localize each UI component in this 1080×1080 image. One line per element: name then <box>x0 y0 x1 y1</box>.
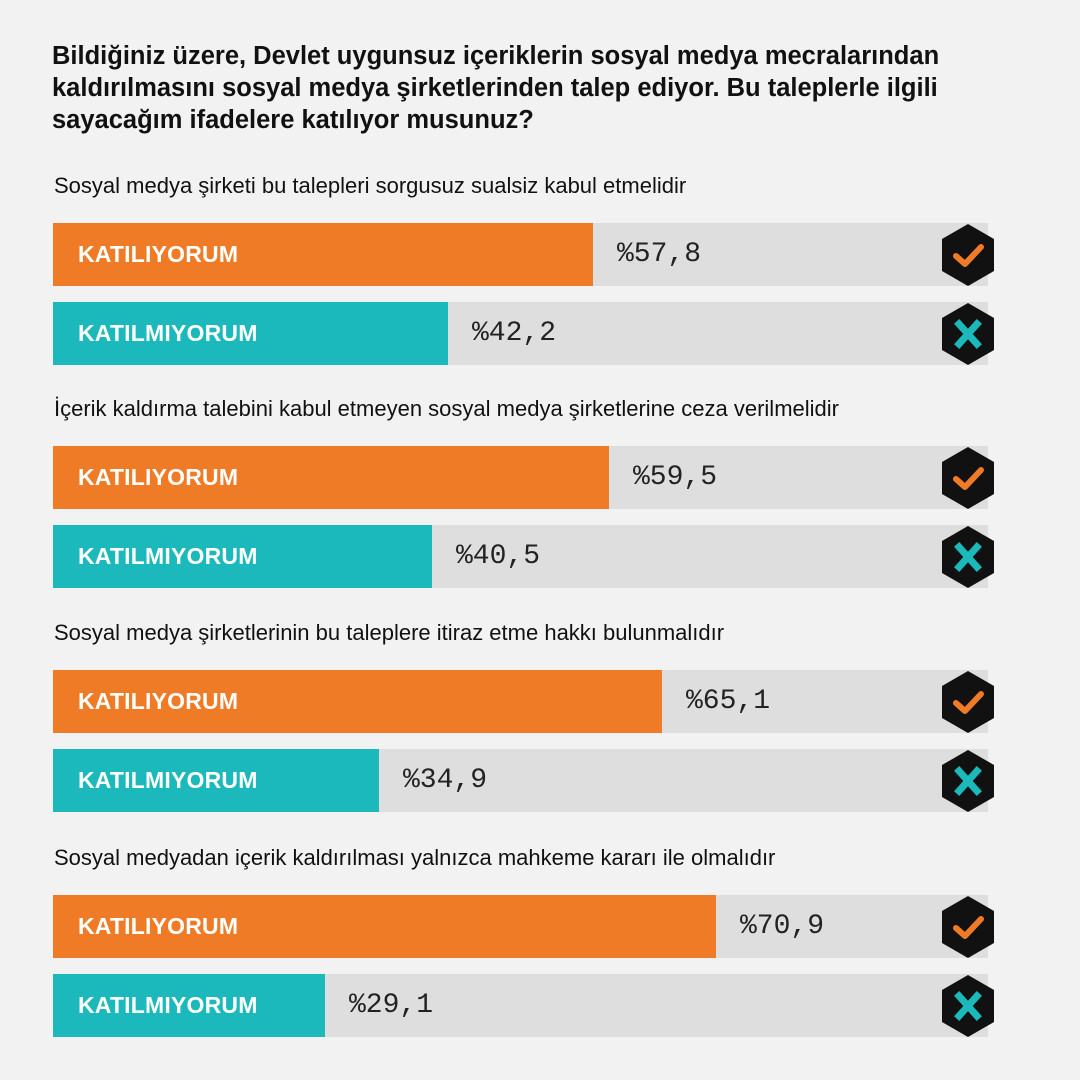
agree-bar-track: KATILIYORUM %65,1 <box>53 670 988 733</box>
check-badge <box>942 224 994 286</box>
percentage-label: %29,1 <box>349 990 434 1021</box>
bar-series-label: KATILIYORUM <box>78 241 239 267</box>
agree-bar: KATILIYORUM <box>53 446 609 509</box>
check-icon <box>953 467 984 490</box>
x-badge <box>942 975 994 1037</box>
x-badge <box>942 750 994 812</box>
bar-series-label: KATILMIYORUM <box>78 767 258 793</box>
percentage-label: %59,5 <box>633 462 718 493</box>
question-label: Sosyal medyadan içerik kaldırılması yaln… <box>54 845 776 870</box>
x-icon <box>954 766 982 796</box>
agree-bar-track: KATILIYORUM %59,5 <box>53 446 988 509</box>
question-label: İçerik kaldırma talebini kabul etmeyen s… <box>54 396 839 421</box>
disagree-bar-track: KATILMIYORUM %34,9 <box>53 749 988 812</box>
check-icon <box>953 916 984 939</box>
hexagon-shape <box>942 671 994 733</box>
disagree-bar: KATILMIYORUM <box>53 525 432 588</box>
bar-series-label: KATILIYORUM <box>78 464 239 490</box>
disagree-bar-track: KATILMIYORUM %29,1 <box>53 974 988 1037</box>
percentage-label: %65,1 <box>686 686 771 717</box>
check-badge <box>942 671 994 733</box>
bar-series-label: KATILMIYORUM <box>78 320 258 346</box>
check-badge <box>942 447 994 509</box>
x-icon <box>954 991 982 1021</box>
hexagon-shape <box>942 447 994 509</box>
chart-title: Bildiğiniz üzere, Devlet uygunsuz içerik… <box>52 42 940 134</box>
disagree-bar-track: KATILMIYORUM %42,2 <box>53 302 988 365</box>
agree-bar-track: KATILIYORUM %57,8 <box>53 223 988 286</box>
disagree-bar: KATILMIYORUM <box>53 974 325 1037</box>
bar-series-label: KATILMIYORUM <box>78 992 258 1018</box>
disagree-bar: KATILMIYORUM <box>53 302 448 365</box>
x-badge <box>942 526 994 588</box>
disagree-bar-track: KATILMIYORUM %40,5 <box>53 525 988 588</box>
x-icon <box>954 542 982 572</box>
check-icon <box>953 691 984 714</box>
bar-series-label: KATILMIYORUM <box>78 543 258 569</box>
bar-series-label: KATILIYORUM <box>78 688 239 714</box>
agree-bar: KATILIYORUM <box>53 895 716 958</box>
percentage-label: %42,2 <box>472 318 557 349</box>
check-icon <box>953 244 984 267</box>
question-label: Sosyal medya şirketi bu talepleri sorgus… <box>54 173 687 198</box>
agree-bar: KATILIYORUM <box>53 670 662 733</box>
disagree-bar: KATILMIYORUM <box>53 749 379 812</box>
check-badge <box>942 896 994 958</box>
x-badge <box>942 303 994 365</box>
percentage-label: %40,5 <box>456 541 541 572</box>
percentage-label: %34,9 <box>403 765 488 796</box>
hexagon-shape <box>942 224 994 286</box>
percentage-label: %57,8 <box>617 239 702 270</box>
hexagon-shape <box>942 896 994 958</box>
agree-bar: KATILIYORUM <box>53 223 593 286</box>
agree-bar-track: KATILIYORUM %70,9 <box>53 895 988 958</box>
question-label: Sosyal medya şirketlerinin bu taleplere … <box>54 620 725 645</box>
x-icon <box>954 319 982 349</box>
bar-series-label: KATILIYORUM <box>78 913 239 939</box>
percentage-label: %70,9 <box>740 911 825 942</box>
